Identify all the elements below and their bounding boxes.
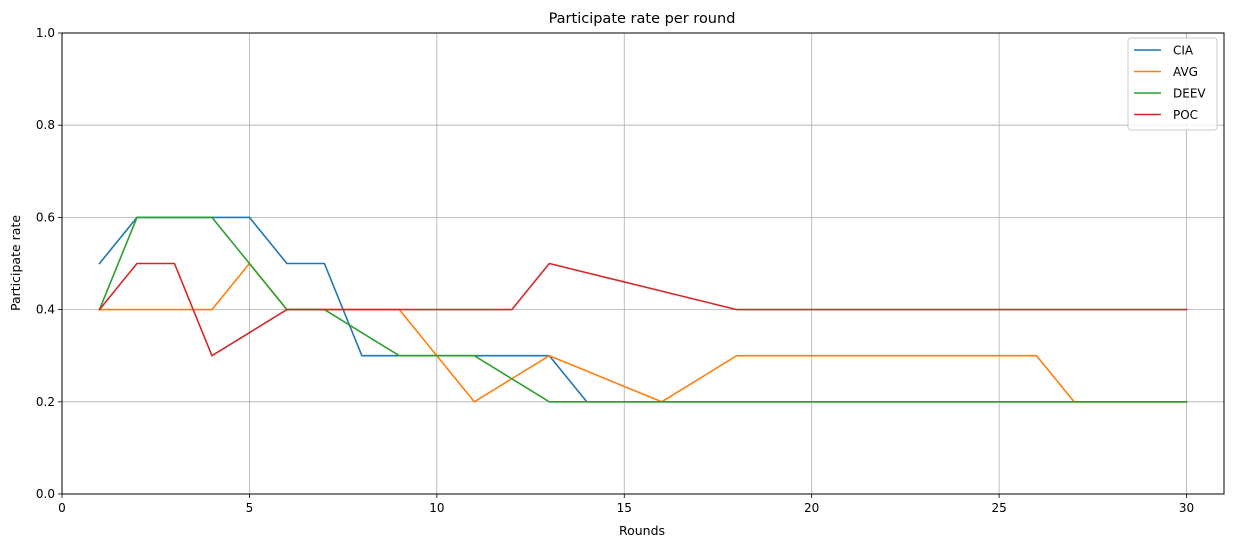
y-axis-label: Participate rate — [8, 215, 23, 311]
x-tick-label: 25 — [991, 501, 1006, 515]
plot-frame — [61, 32, 1225, 495]
x-tick-label: 15 — [617, 501, 632, 515]
legend-label-cia: CIA — [1173, 44, 1194, 58]
chart-title: Participate rate per round — [549, 11, 736, 27]
legend-label-avg: AVG — [1173, 65, 1198, 79]
legend: CIA AVG DEEV POC — [1127, 37, 1218, 131]
axis-ticks: 0 5 10 15 20 25 30 0.0 0.2 0.4 0.6 0.8 1.0 — [36, 26, 1194, 515]
legend-box — [1127, 37, 1218, 131]
y-tick-label: 0.0 — [36, 487, 55, 501]
series-line-deev — [98, 216, 1188, 403]
x-tick-label: 0 — [58, 501, 66, 515]
y-tick-label: 0.4 — [36, 303, 55, 317]
y-tick-label: 0.6 — [36, 210, 55, 224]
grid-lines — [61, 32, 1224, 495]
x-tick-label: 5 — [246, 501, 254, 515]
legend-label-deev: DEEV — [1173, 87, 1206, 101]
y-tick-label: 1.0 — [36, 26, 55, 40]
y-tick-label: 0.2 — [36, 395, 55, 409]
series-line-avg — [98, 262, 1188, 403]
legend-label-poc: POC — [1173, 108, 1198, 122]
y-tick-label: 0.8 — [36, 118, 55, 132]
x-tick-label: 20 — [804, 501, 819, 515]
series-lines — [98, 216, 1188, 403]
series-line-poc — [98, 262, 1188, 357]
x-axis-label: Rounds — [619, 523, 665, 538]
x-tick-label: 30 — [1179, 501, 1194, 515]
x-tick-label: 10 — [429, 501, 444, 515]
